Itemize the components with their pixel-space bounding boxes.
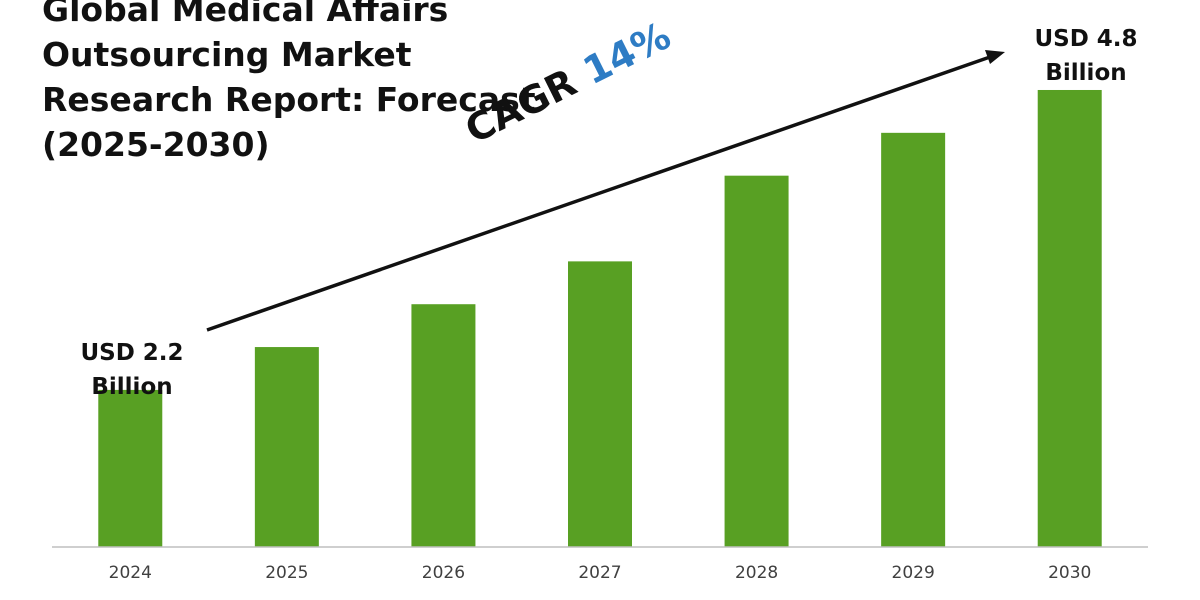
bar-2027 bbox=[568, 261, 632, 547]
start-value-line-2: Billion bbox=[91, 374, 173, 400]
bar-2025 bbox=[254, 347, 319, 547]
bar-2024 bbox=[98, 389, 163, 547]
x-tick-label-2024: 2024 bbox=[109, 563, 152, 583]
end-value-line-2: Billion bbox=[1045, 60, 1127, 86]
bar-2029 bbox=[881, 132, 946, 547]
title-line-2: Outsourcing Market bbox=[42, 35, 412, 74]
bar-group bbox=[98, 89, 1102, 548]
x-tick-label-2028: 2028 bbox=[735, 563, 778, 583]
title-line-3: Research Report: Forecast bbox=[42, 80, 536, 119]
title-line-4: (2025-2030) bbox=[42, 125, 270, 164]
x-tick-label-2030: 2030 bbox=[1048, 563, 1091, 583]
start-value-line-1: USD 2.2 bbox=[80, 340, 184, 366]
trend-arrow bbox=[206, 50, 1005, 332]
x-tick-label-2025: 2025 bbox=[265, 563, 308, 583]
end-value-label: USD 4.8 Billion bbox=[1026, 22, 1146, 90]
start-value-label: USD 2.2 Billion bbox=[72, 336, 192, 404]
x-tick-label-2029: 2029 bbox=[892, 563, 935, 583]
bar-2030 bbox=[1037, 89, 1102, 548]
end-value-line-1: USD 4.8 bbox=[1034, 26, 1138, 52]
bar-2026 bbox=[411, 304, 476, 547]
x-tick-labels: 2024 2025 2026 2027 2028 2029 2030 bbox=[109, 563, 1092, 583]
title-line-1: Global Medical Affairs bbox=[42, 0, 449, 29]
x-tick-label-2027: 2027 bbox=[578, 563, 621, 583]
bar-2028 bbox=[724, 175, 789, 547]
x-tick-label-2026: 2026 bbox=[422, 563, 465, 583]
